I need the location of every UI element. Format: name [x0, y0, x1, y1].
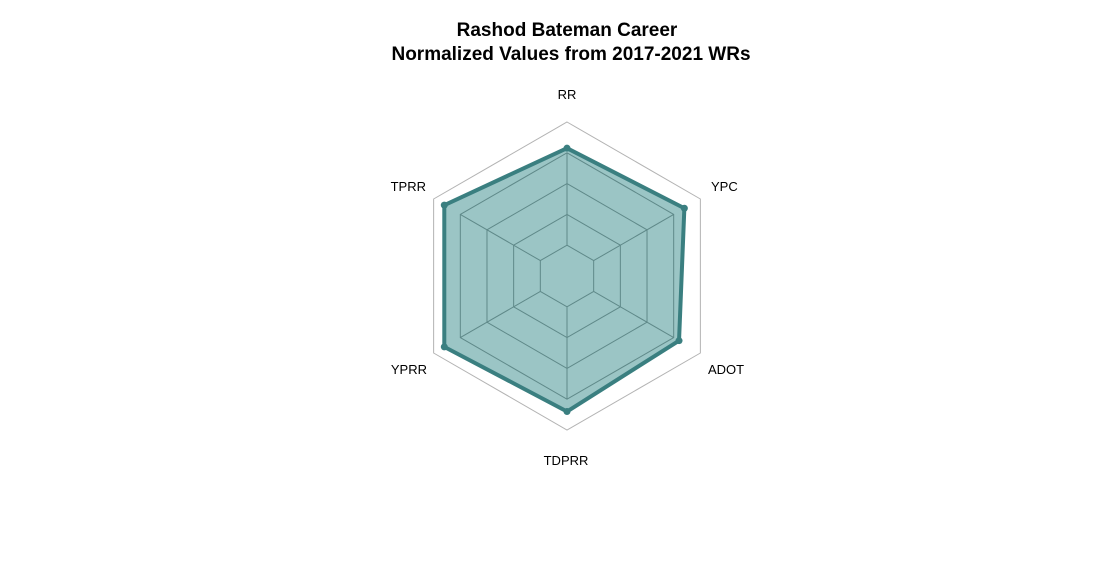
data-point-adot [675, 337, 683, 345]
axis-label-ypc: YPC [711, 179, 738, 194]
data-point-yprr [440, 343, 448, 351]
grid-ring-5 [433, 121, 701, 431]
axis-label-tprr: TPRR [391, 179, 426, 194]
axis-label-adot: ADOT [708, 362, 744, 377]
spoke-yprr [460, 290, 541, 339]
data-point-ypc [680, 204, 688, 212]
data-point-rr [563, 144, 571, 152]
series-area [442, 146, 687, 414]
data-point-tprr [440, 201, 448, 209]
axis-labels: RR YPC ADOT TDPRR YPRR TPRR [391, 87, 745, 468]
data-point-tdprr [563, 408, 571, 416]
axis-label-yprr: YPRR [391, 362, 427, 377]
axis-label-rr: RR [558, 87, 577, 102]
spoke-tprr [460, 213, 541, 262]
chart-subtitle: Normalized Values from 2017-2021 WRs [391, 44, 750, 65]
chart-title: Rashod Bateman Career [457, 20, 678, 41]
radar-series [440, 144, 688, 416]
spoke-ypc [593, 213, 674, 262]
radar-grid [433, 121, 701, 431]
axis-label-tdprr: TDPRR [544, 453, 589, 468]
spoke-adot [593, 290, 674, 339]
